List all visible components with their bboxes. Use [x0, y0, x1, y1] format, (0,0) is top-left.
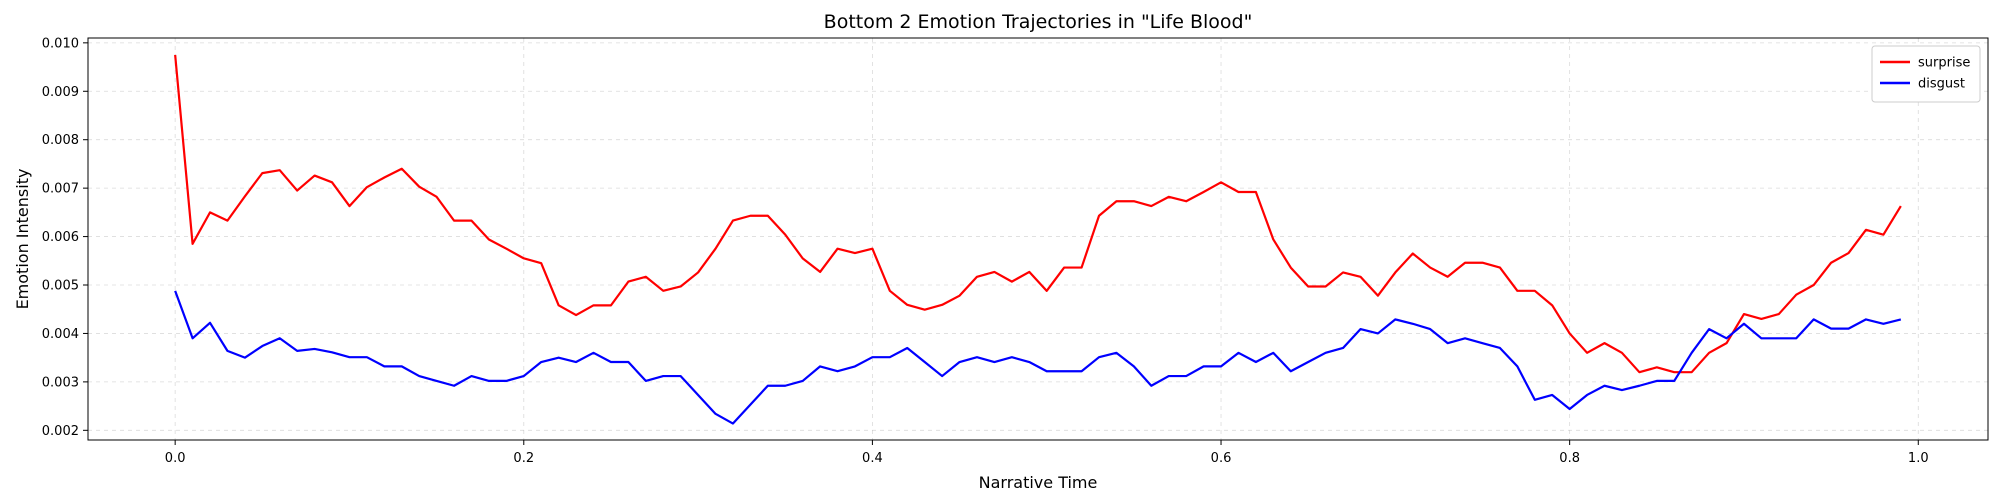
grid: [88, 38, 1988, 440]
x-tick-label: 0.6: [1211, 451, 1232, 466]
legend: surprise disgust: [1871, 45, 1981, 103]
series-line-disgust: [174, 290, 1902, 425]
legend-box: [1871, 45, 1981, 103]
y-axis-label: Emotion Intensity: [13, 169, 32, 310]
y-tick-label: 0.006: [42, 230, 79, 245]
y-axis-ticks: 0.002 0.003 0.004 0.005 0.006 0.007 0.008 0.009…: [42, 36, 88, 439]
chart-title: Bottom 2 Emotion Trajectories in "Life B…: [824, 11, 1253, 33]
y-tick-label: 0.004: [42, 327, 79, 342]
y-tick-label: 0.002: [42, 424, 79, 439]
x-tick-label: 0.4: [862, 451, 883, 466]
x-tick-label: 0.8: [1559, 451, 1580, 466]
x-axis-ticks: 0.0 0.2 0.4 0.6 0.8 1.0: [165, 440, 1929, 466]
y-tick-label: 0.005: [42, 279, 79, 294]
y-tick-label: 0.003: [42, 375, 79, 390]
legend-label-disgust: disgust: [1918, 77, 1965, 92]
y-tick-label: 0.010: [42, 36, 79, 51]
plot-area-frame: [87, 37, 1989, 441]
series-line-surprise: [174, 54, 1902, 374]
series-lines: [174, 54, 1902, 425]
x-axis-label: Narrative Time: [979, 473, 1098, 492]
x-tick-label: 0.2: [513, 451, 534, 466]
x-tick-label: 1.0: [1908, 451, 1929, 466]
y-tick-label: 0.008: [42, 133, 79, 148]
x-tick-label: 0.0: [165, 451, 186, 466]
y-tick-label: 0.007: [42, 182, 79, 197]
y-tick-label: 0.009: [42, 85, 79, 100]
legend-label-surprise: surprise: [1918, 56, 1970, 71]
